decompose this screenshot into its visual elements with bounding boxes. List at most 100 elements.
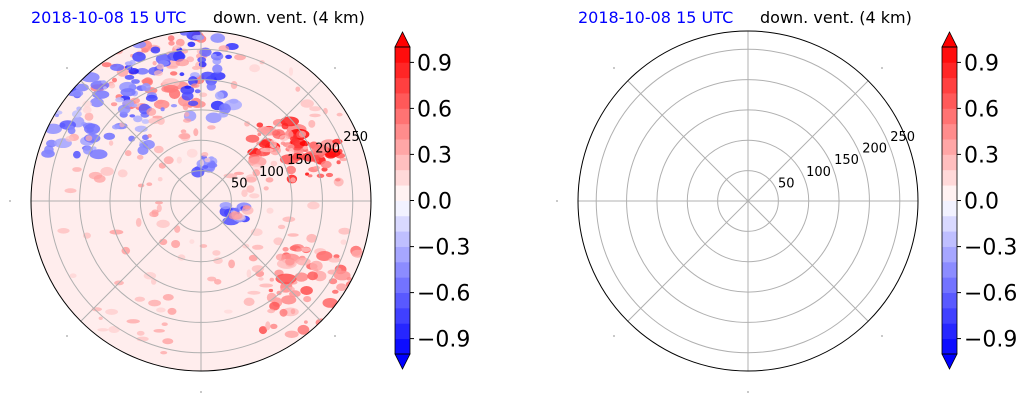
- field-cell: [112, 124, 120, 130]
- field-cell: [124, 41, 132, 46]
- frame-dot: [556, 200, 558, 202]
- field-cell: [167, 35, 175, 42]
- field-cell: [300, 286, 313, 295]
- field-cell: [128, 17, 143, 25]
- field-cell: [210, 160, 216, 166]
- field-cell: [346, 277, 352, 281]
- colorbar-segment: [395, 185, 410, 201]
- field-cell: [270, 323, 278, 329]
- field-cell: [316, 173, 325, 178]
- field-cell: [85, 135, 93, 142]
- field-cell: [124, 61, 133, 66]
- field-cell: [72, 167, 82, 172]
- field-cell: [166, 65, 178, 70]
- field-cell: [131, 79, 140, 84]
- colorbar-tick-label: −0.6: [964, 282, 1017, 307]
- field-cell: [176, 156, 182, 164]
- field-cell: [201, 152, 209, 157]
- field-cell: [68, 125, 75, 131]
- field-cell: [207, 125, 216, 130]
- field-cell: [178, 133, 191, 140]
- field-cell: [325, 172, 334, 178]
- field-cell: [297, 324, 310, 335]
- colorbar-segment: [942, 93, 957, 109]
- field-cell: [336, 283, 347, 292]
- field-cell: [285, 257, 295, 266]
- field-cell: [103, 132, 116, 140]
- field-cell: [120, 88, 136, 97]
- colorbar-tick-label: 0.9: [964, 51, 999, 76]
- field-cell: [245, 176, 257, 183]
- field-cell: [309, 113, 321, 118]
- field-cell: [145, 94, 158, 102]
- colorbar-extend-max: [394, 31, 411, 48]
- field-cell: [54, 113, 60, 118]
- field-cell: [49, 73, 59, 80]
- polar-frame: [30, 30, 372, 372]
- field-cell: [333, 177, 344, 187]
- field-cell: [168, 40, 175, 46]
- field-cell: [279, 135, 289, 141]
- field-cell: [175, 38, 185, 47]
- field-cell: [117, 104, 131, 115]
- field-cell: [307, 271, 318, 281]
- colorbar-segment: [395, 323, 410, 340]
- chart-title-variable: down. vent. (4 km): [760, 8, 912, 27]
- angular-gridline: [627, 200, 749, 322]
- field-cell: [155, 201, 163, 205]
- field-cell: [84, 112, 94, 121]
- field-cell: [321, 167, 328, 172]
- field-cell: [136, 68, 149, 75]
- field-cell: [249, 64, 260, 73]
- field-cell: [214, 91, 225, 100]
- field-cell: [265, 177, 274, 183]
- field-cell: [163, 156, 174, 165]
- colorbar-segment: [395, 215, 410, 232]
- chart-panel-right: 2018-10-08 15 UTC down. vent. (4 km) 50 1…: [547, 0, 1036, 401]
- field-cell: [256, 122, 264, 128]
- colorbar-tick-label: −0.3: [964, 236, 1017, 261]
- field-cell: [101, 62, 112, 68]
- field-cell: [101, 38, 113, 49]
- field-cell: [179, 72, 185, 77]
- field-cell: [31, 102, 50, 113]
- field-cell: [146, 182, 153, 186]
- field-cell: [137, 183, 145, 188]
- field-cell: [170, 71, 178, 76]
- field-cell: [160, 351, 168, 355]
- field-cell: [276, 290, 282, 296]
- field-cell: [252, 169, 261, 177]
- field-cell: [188, 100, 199, 107]
- field-cell: [286, 143, 295, 150]
- colorbar-segment: [942, 47, 957, 63]
- colorbar-segment: [942, 338, 957, 355]
- field-cell: [332, 289, 339, 294]
- field-cell: [132, 51, 146, 62]
- field-cell: [295, 86, 301, 92]
- field-cell: [194, 89, 201, 94]
- field-cell: [307, 201, 320, 210]
- colorbar-segment: [395, 47, 410, 63]
- field-cell: [258, 139, 270, 149]
- field-cell: [282, 247, 289, 252]
- field-cell: [156, 63, 165, 70]
- field-cell: [128, 68, 139, 75]
- colorbar-segment: [395, 139, 410, 155]
- field-cell: [174, 225, 181, 233]
- colorbar-tick-label: 0.3: [417, 143, 452, 168]
- field-cell: [358, 268, 364, 272]
- field-cell: [263, 186, 269, 191]
- field-cell: [182, 103, 189, 111]
- radial-tick-label: 200: [315, 142, 340, 157]
- field-cell: [84, 123, 101, 135]
- field-cell: [209, 156, 214, 160]
- field-cell: [115, 47, 121, 52]
- field-cell: [170, 104, 178, 108]
- field-cell: [250, 228, 263, 236]
- field-cell: [108, 140, 114, 146]
- field-cell: [141, 83, 151, 92]
- field-cell: [309, 260, 323, 272]
- field-cell: [245, 134, 260, 143]
- colorbar-segment: [395, 292, 410, 309]
